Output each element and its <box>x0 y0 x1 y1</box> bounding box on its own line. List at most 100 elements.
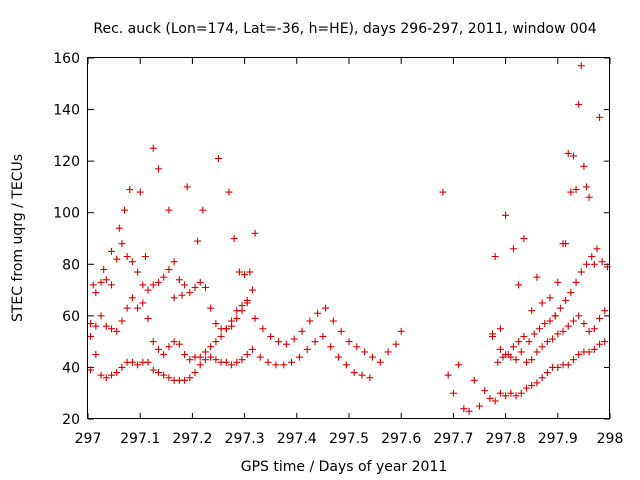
data-point <box>585 193 593 201</box>
data-point <box>154 165 162 173</box>
data-point <box>207 343 215 351</box>
data-point <box>201 356 209 364</box>
data-point <box>439 188 447 196</box>
data-point <box>160 371 168 379</box>
data-point <box>123 253 131 261</box>
chart-title: Rec. auck (Lon=174, Lat=-36, h=HE), days… <box>93 21 596 37</box>
data-point <box>335 353 343 361</box>
data-point <box>175 340 183 348</box>
x-tick-label: 297.6 <box>381 431 421 447</box>
data-point <box>170 338 178 346</box>
x-tick-label: 297.2 <box>172 431 212 447</box>
y-tick-label: 60 <box>62 309 80 325</box>
data-points <box>87 62 611 415</box>
data-point <box>196 361 204 369</box>
data-point <box>170 294 178 302</box>
data-point <box>115 224 123 232</box>
data-point <box>87 366 95 374</box>
data-point <box>491 397 499 405</box>
data-point <box>306 317 314 325</box>
data-point <box>486 394 494 402</box>
data-point <box>517 389 525 397</box>
data-point <box>533 379 541 387</box>
data-point <box>207 353 215 361</box>
data-point <box>107 247 115 255</box>
data-point <box>554 278 562 286</box>
data-point <box>567 188 575 196</box>
data-point <box>598 258 606 266</box>
data-point <box>345 338 353 346</box>
data-point <box>298 327 306 335</box>
data-point <box>248 286 256 294</box>
x-axis-label: GPS time / Days of year 2011 <box>241 459 448 475</box>
data-point <box>102 276 110 284</box>
data-point <box>507 353 515 361</box>
data-point <box>141 253 149 261</box>
data-point <box>136 188 144 196</box>
x-tick-label: 297.5 <box>329 431 369 447</box>
data-point <box>549 335 557 343</box>
data-point <box>601 307 609 315</box>
data-point <box>491 253 499 261</box>
data-point <box>139 299 147 307</box>
data-point <box>113 255 121 263</box>
data-point <box>314 309 322 317</box>
data-point <box>128 258 136 266</box>
data-point <box>243 351 251 359</box>
data-point <box>228 322 236 330</box>
data-point <box>186 374 194 382</box>
data-point <box>556 304 564 312</box>
data-point <box>246 268 254 276</box>
data-point <box>118 317 126 325</box>
data-point <box>248 345 256 353</box>
data-point <box>201 283 209 291</box>
data-point <box>113 327 121 335</box>
data-point <box>350 369 358 377</box>
data-point <box>449 389 457 397</box>
data-point <box>575 100 583 108</box>
data-point <box>564 322 572 330</box>
data-point <box>476 402 483 410</box>
data-point <box>183 183 191 191</box>
data-point <box>212 320 220 328</box>
data-point <box>233 358 241 366</box>
data-point <box>601 338 609 346</box>
data-point <box>241 271 249 279</box>
data-point <box>593 245 601 253</box>
data-point <box>280 361 288 369</box>
data-point <box>228 361 236 369</box>
data-point <box>199 206 207 214</box>
data-point <box>97 312 105 320</box>
data-point <box>564 149 572 157</box>
data-point <box>329 317 337 325</box>
data-point <box>97 278 105 286</box>
data-point <box>322 304 330 312</box>
data-point <box>496 325 504 333</box>
data-point <box>89 281 97 289</box>
data-point <box>149 366 157 374</box>
data-point <box>102 322 110 330</box>
y-tick-label: 160 <box>53 51 80 67</box>
data-point <box>282 340 290 348</box>
data-point <box>134 304 142 312</box>
data-point <box>181 281 189 289</box>
data-point <box>444 371 452 379</box>
data-point <box>97 371 105 379</box>
data-point <box>533 348 541 356</box>
data-point <box>596 113 604 121</box>
data-point <box>509 343 517 351</box>
data-point <box>264 358 272 366</box>
data-point <box>546 294 554 302</box>
x-tick-label: 297.7 <box>433 431 473 447</box>
data-point <box>569 152 577 160</box>
data-point <box>528 356 536 364</box>
data-point <box>144 314 152 322</box>
data-point <box>121 206 129 214</box>
data-point <box>178 291 186 299</box>
data-point <box>543 369 551 377</box>
data-point <box>522 358 530 366</box>
data-point <box>580 162 588 170</box>
y-tick-label: 20 <box>62 412 80 428</box>
data-point <box>543 338 551 346</box>
